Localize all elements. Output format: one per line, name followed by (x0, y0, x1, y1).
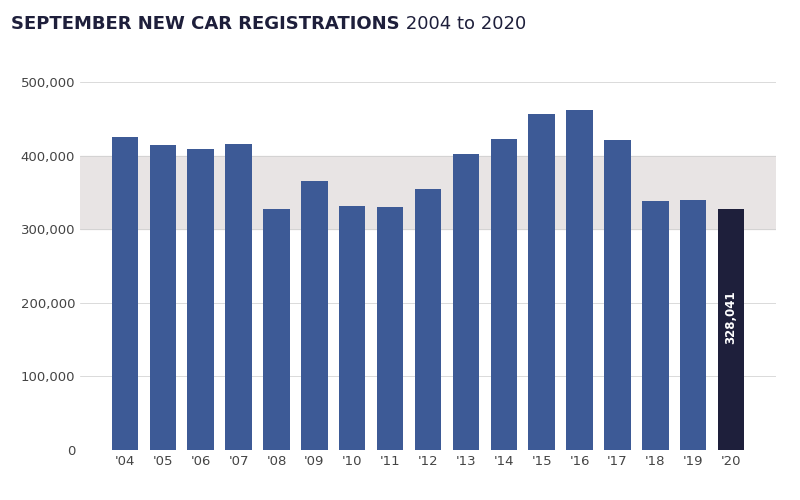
Text: SEPTEMBER NEW CAR REGISTRATIONS: SEPTEMBER NEW CAR REGISTRATIONS (11, 15, 400, 33)
Bar (226, 144, 252, 450)
Bar (718, 208, 744, 450)
Bar (150, 144, 176, 450)
Bar (339, 206, 366, 450)
Bar (604, 140, 630, 450)
Text: 2004 to 2020: 2004 to 2020 (400, 15, 526, 33)
Bar (301, 182, 327, 450)
Bar (414, 189, 442, 450)
Bar (566, 110, 593, 450)
Bar (187, 149, 214, 450)
Bar (453, 154, 479, 450)
Bar (80, 156, 776, 229)
Bar (377, 207, 403, 450)
Bar (112, 136, 138, 450)
Bar (680, 200, 706, 450)
Text: 328,041: 328,041 (725, 290, 738, 344)
Bar (263, 208, 290, 450)
Bar (529, 114, 555, 450)
Bar (490, 138, 517, 450)
Bar (642, 202, 669, 450)
